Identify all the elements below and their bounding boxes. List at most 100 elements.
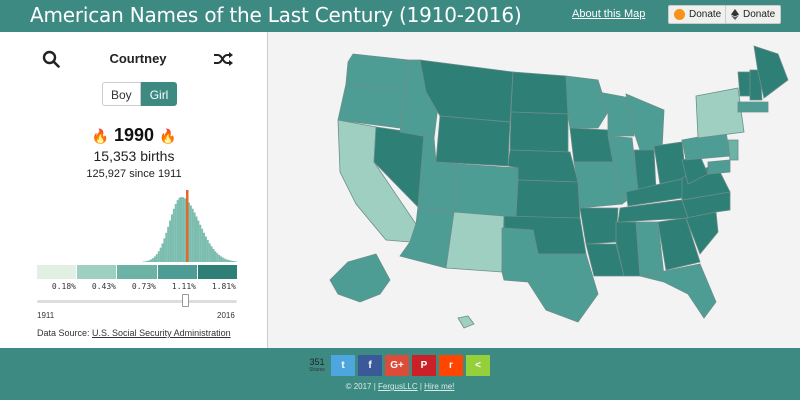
state-wy[interactable] [435,115,511,167]
histogram-bar [169,220,172,262]
us-map-panel [268,32,800,348]
data-source-label: Data Source: [37,328,90,338]
histogram-bar [167,226,170,262]
legend-swatch [157,265,197,279]
histogram-bar [197,220,200,262]
histogram-bar [153,256,156,262]
pinterest-share-button[interactable]: P [412,355,436,376]
histogram-bar [172,208,175,262]
state-nj[interactable] [727,139,739,161]
histogram-bar [163,238,166,262]
state-ny[interactable] [695,87,745,139]
page-title: American Names of the Last Century (1910… [30,3,522,27]
state-oh[interactable] [653,141,687,185]
state-ms[interactable] [615,221,641,277]
histogram-bar [216,253,219,262]
state-wi[interactable] [597,91,635,137]
state-fl[interactable] [639,263,717,319]
state-md[interactable] [707,159,731,175]
year-slider-track[interactable] [37,300,237,303]
births-histogram [142,190,237,262]
legend-label: 0.18% [51,282,76,291]
legend-label: 1.11% [171,282,196,291]
histogram-bar [201,228,204,262]
state-tx[interactable] [501,227,599,323]
copyright-text: © 2017 | [345,382,376,391]
search-icon[interactable] [42,50,60,68]
state-ia[interactable] [569,127,614,163]
births-since: 125,927 since 1911 [86,168,182,180]
histogram-bar [203,232,206,262]
legend-label: 0.43% [91,282,116,291]
histogram-bar [227,259,230,262]
histogram-bar [195,216,198,262]
histogram-bar [165,232,168,262]
histogram-bar [218,254,221,262]
ethereum-icon [731,9,739,20]
histogram-bar [235,261,237,262]
state-me[interactable] [753,45,789,99]
selected-name[interactable]: Courtney [109,51,167,66]
state-mn[interactable] [565,75,609,129]
facebook-share-button[interactable]: f [358,355,382,376]
histogram-bar [189,205,192,262]
histogram-bar [184,198,187,262]
histogram-bar [170,214,173,262]
share-count-label: Shares [309,366,325,373]
state-nm[interactable] [445,211,505,273]
state-mo[interactable] [573,161,623,209]
histogram-bar [155,254,158,262]
state-ak[interactable] [329,253,391,303]
twitter-share-button[interactable]: t [331,355,355,376]
state-ma[interactable] [737,101,769,113]
histogram-bar [161,243,164,262]
histogram-bar [174,203,177,262]
year-slider-handle[interactable] [182,294,189,307]
state-vt[interactable] [737,71,751,97]
bitcoin-icon [674,9,685,20]
donate-ethereum-button[interactable]: Donate [725,5,782,24]
gender-girl-button[interactable]: Girl [140,82,178,106]
state-or[interactable] [337,83,407,129]
state-ar[interactable] [579,207,619,245]
reddit-share-button[interactable]: r [439,355,463,376]
histogram-bar [152,258,155,262]
state-nd[interactable] [510,71,569,115]
state-ne[interactable] [507,149,579,183]
gender-boy-button[interactable]: Boy [102,82,141,106]
state-ks[interactable] [515,179,581,219]
legend-labels: 0.18% 0.43% 0.73% 1.11% 1.81% [37,282,237,291]
data-source-link[interactable]: U.S. Social Security Administration [92,328,231,338]
about-link[interactable]: About this Map [572,8,646,20]
hire-me-link[interactable]: Hire me! [424,382,455,391]
share-count: 351 Shares [306,357,328,374]
state-ga[interactable] [657,217,701,271]
state-sd[interactable] [509,111,569,153]
fergusllc-link[interactable]: FergusLLC [378,382,418,391]
slider-max-label: 2016 [217,311,235,320]
histogram-bar [191,208,194,262]
google-plus-share-button[interactable]: G+ [385,355,409,376]
slider-min-label: 1911 [37,311,55,320]
histogram-bar [206,240,209,262]
color-legend [37,265,238,281]
year-value: 1990 [113,125,155,145]
histogram-bar [204,236,207,262]
header-bar: American Names of the Last Century (1910… [0,0,800,32]
sharethis-share-button[interactable]: < [466,355,490,376]
histogram-bar [187,202,190,262]
shuffle-icon[interactable] [213,51,233,67]
gender-toggle: Boy Girl [102,82,178,106]
flame-icon: 🔥 [91,128,109,144]
histogram-bar [144,261,147,262]
histogram-bar [223,258,226,262]
flame-icon: 🔥 [159,128,177,144]
births-count: 15,353 births [93,148,175,164]
histogram-bar [159,247,162,262]
state-co[interactable] [453,163,519,218]
histogram-bar [221,257,224,262]
us-choropleth-map[interactable] [268,32,800,348]
state-hi[interactable] [457,315,475,329]
donate-bitcoin-button[interactable]: Donate [668,5,728,24]
